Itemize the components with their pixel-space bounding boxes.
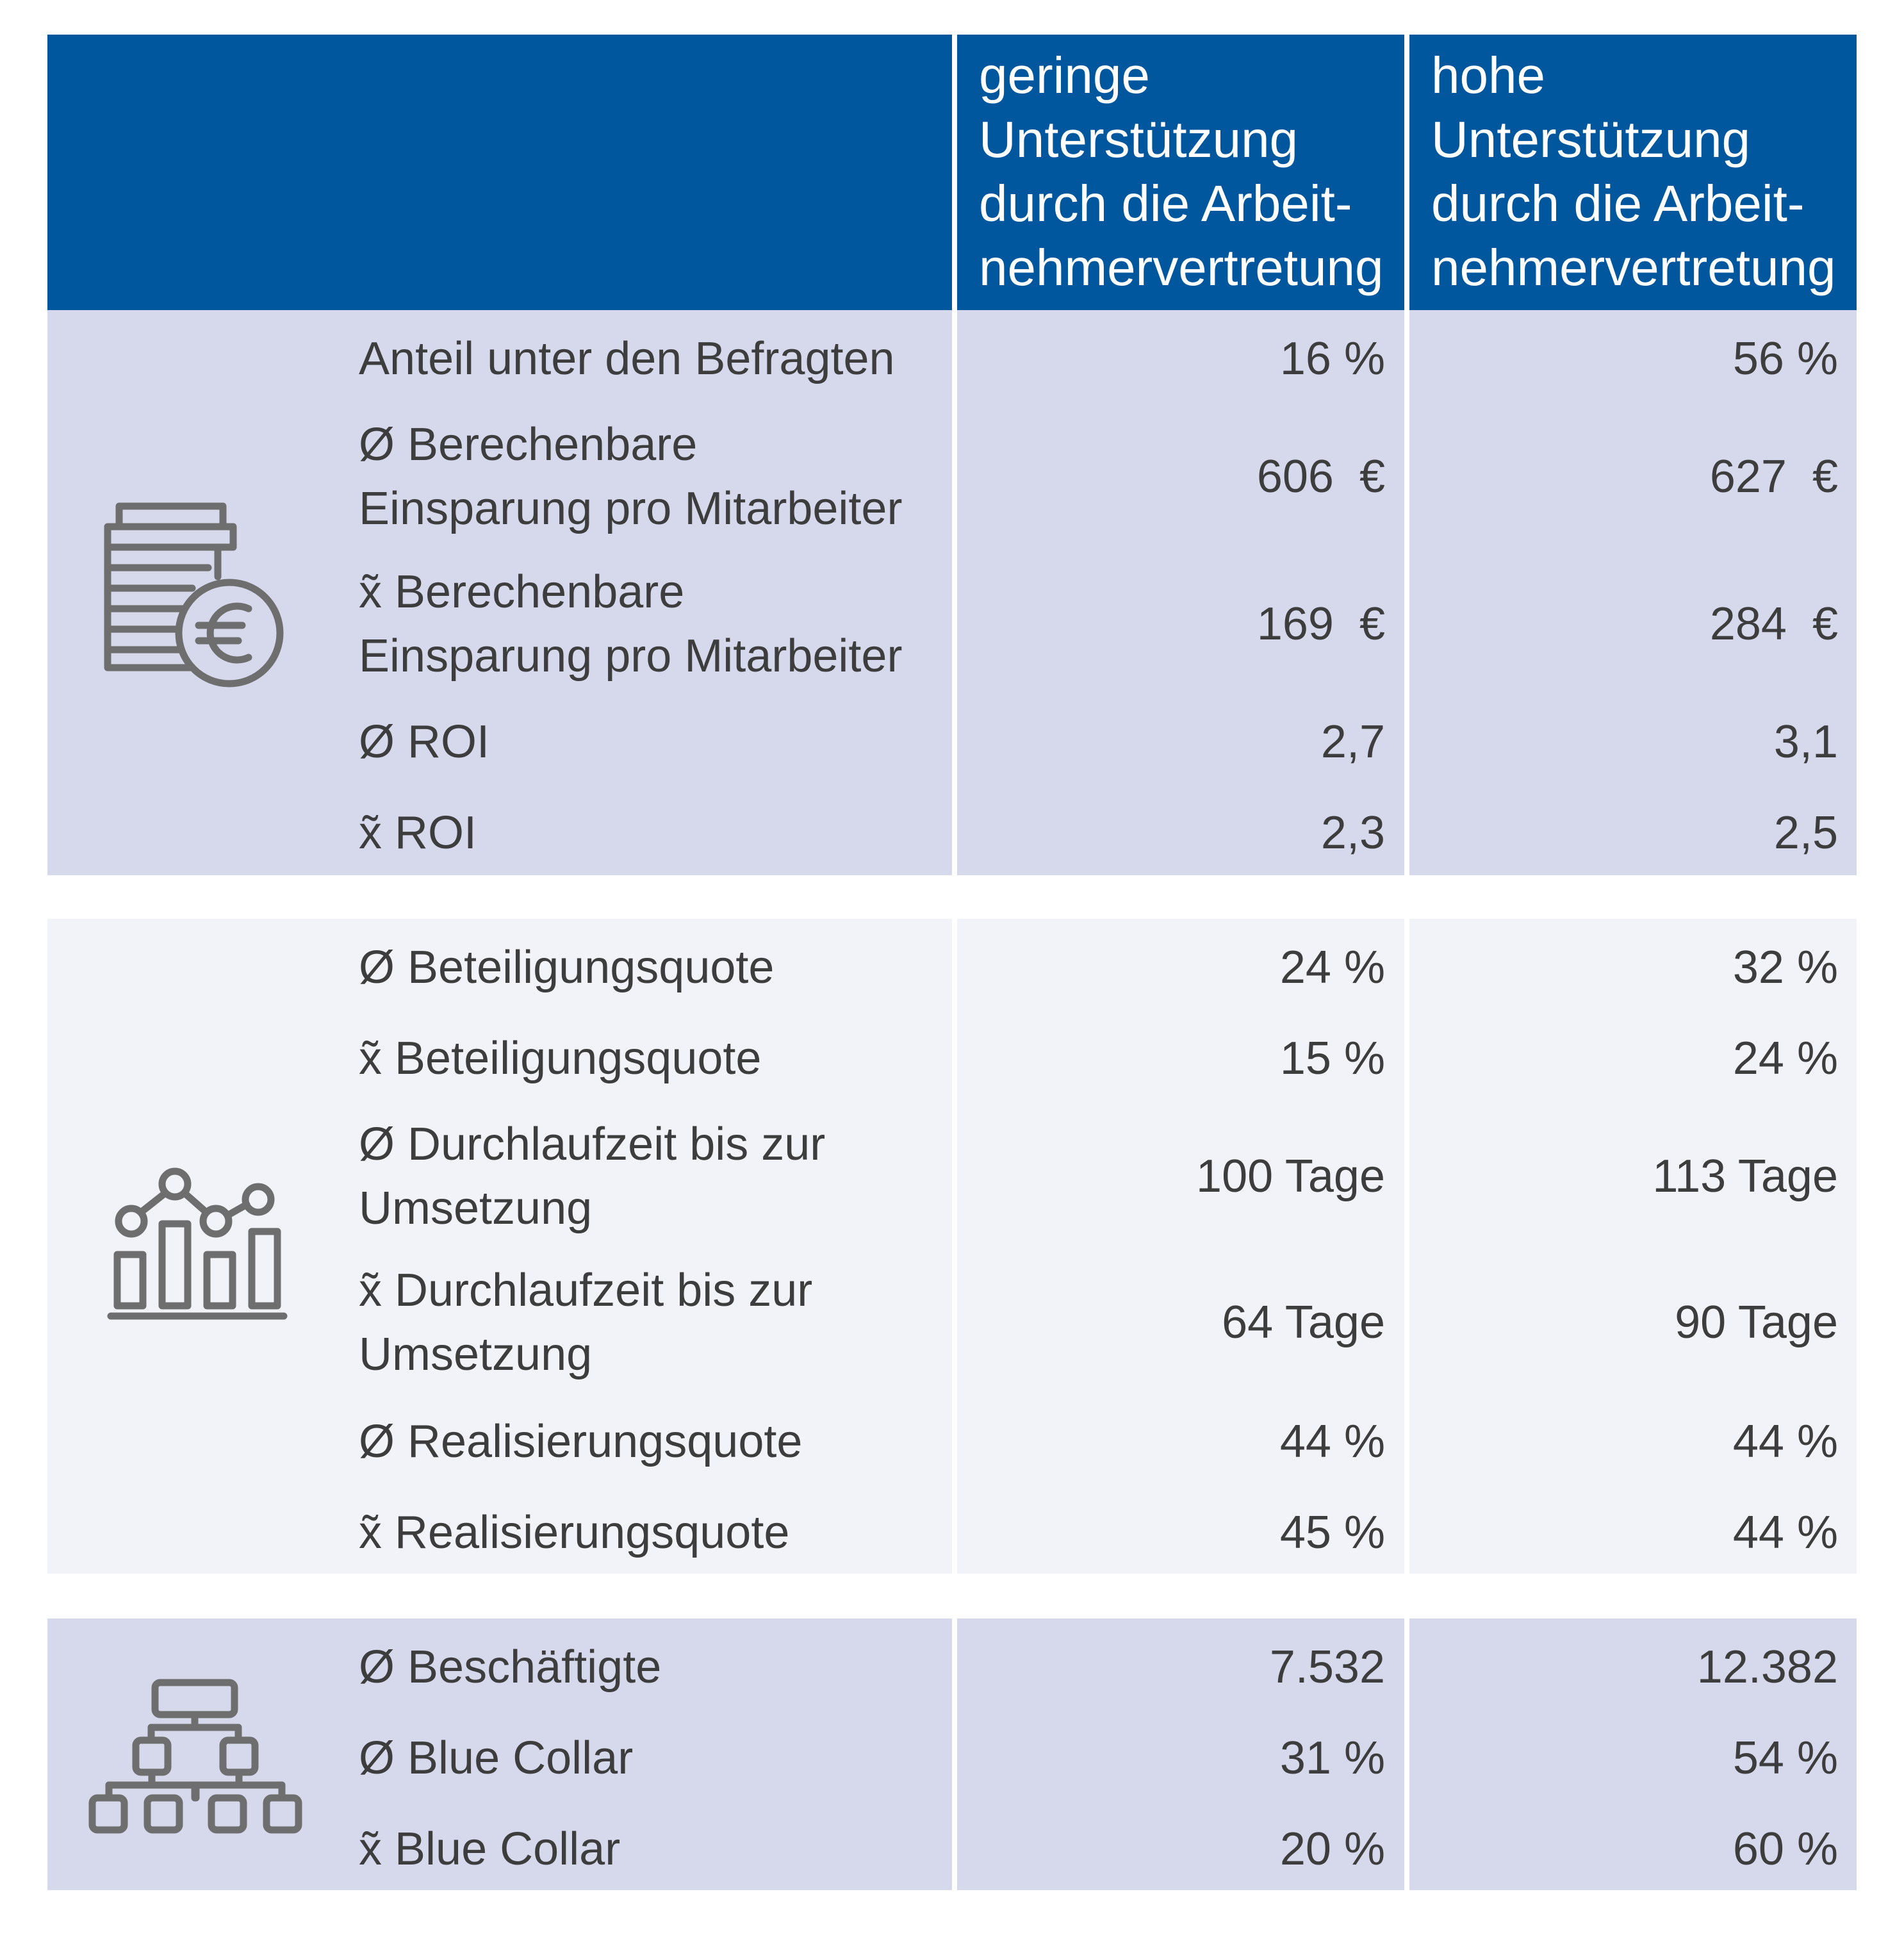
row-value-high: 44 % [1732, 1507, 1838, 1558]
row-label: Ø Beteiligungsquote [359, 942, 775, 993]
section-3-col-2 [1409, 1618, 1857, 1890]
row-label: Ø Realisierungsquote [359, 1416, 803, 1467]
row-label: x̃ Realisierungsquote [359, 1507, 790, 1558]
row-value-low: 16 % [1279, 333, 1385, 384]
row-value-low: 7.532 [1269, 1642, 1385, 1693]
section-2-label-cell [47, 919, 952, 1574]
row-value-high: 2,5 [1773, 807, 1838, 859]
row-value-high: 113 Tage [1652, 1151, 1838, 1202]
row-label: Ø ROI [359, 716, 490, 768]
row-value-low: 31 % [1279, 1733, 1385, 1784]
header-col-low-support-text: geringe Unterstützung durch die Arbeit- … [979, 47, 1384, 296]
row-value-high: 56 % [1732, 333, 1838, 384]
section-3-label-cell [47, 1618, 952, 1890]
row-value-low: 169 € [1256, 598, 1385, 650]
section-2-col-1 [957, 919, 1404, 1574]
row-value-high: 627 € [1709, 451, 1838, 502]
row-label: x̃ Beteiligungsquote [359, 1033, 762, 1084]
row-label: x̃ ROI [359, 807, 477, 859]
row-value-high: 24 % [1732, 1033, 1838, 1084]
row-value-high: 90 Tage [1675, 1297, 1838, 1348]
row-value-low: 100 Tage [1196, 1151, 1385, 1202]
row-value-high: 3,1 [1773, 716, 1838, 768]
row-value-low: 44 % [1279, 1416, 1385, 1467]
row-value-high: 12.382 [1696, 1642, 1838, 1693]
row-label: x̃ Blue Collar [359, 1824, 621, 1875]
bar-line-chart-icon [106, 1160, 291, 1326]
header-col-high-support: hohe Unterstützung durch die Arbeit- neh… [1409, 35, 1857, 310]
row-value-low: 15 % [1279, 1033, 1385, 1084]
row-value-high: 60 % [1732, 1824, 1838, 1875]
row-label: Ø Durchlaufzeit bis zur Umsetzung [359, 1119, 826, 1234]
row-label: Ø Berechenbare Einsparung pro Mitarbeite… [359, 419, 903, 534]
org-chart-icon [83, 1672, 308, 1845]
header-col-high-support-text: hohe Unterstützung durch die Arbeit- neh… [1431, 47, 1836, 296]
row-value-high: 54 % [1732, 1733, 1838, 1784]
row-label: Ø Beschäftigte [359, 1642, 662, 1693]
row-value-low: 64 Tage [1222, 1297, 1385, 1348]
row-label: Anteil unter den Befragten [359, 333, 895, 384]
section-2-col-2 [1409, 919, 1857, 1574]
row-label: Ø Blue Collar [359, 1733, 634, 1784]
row-value-low: 24 % [1279, 942, 1385, 993]
coins-euro-icon [103, 500, 295, 692]
row-value-low: 2,7 [1320, 716, 1385, 768]
row-value-low: 2,3 [1320, 807, 1385, 859]
section-1-col-1 [957, 310, 1404, 875]
row-value-low: 20 % [1279, 1824, 1385, 1875]
row-value-low: 606 € [1256, 451, 1385, 502]
header-col-low-support: geringe Unterstützung durch die Arbeit- … [957, 35, 1404, 310]
row-value-high: 32 % [1732, 942, 1838, 993]
row-value-high: 284 € [1709, 598, 1838, 650]
row-label: x̃ Durchlaufzeit bis zur Umsetzung [359, 1265, 813, 1380]
row-label: x̃ Berechenbare Einsparung pro Mitarbeit… [359, 566, 903, 682]
row-value-low: 45 % [1279, 1507, 1385, 1558]
section-3-col-1 [957, 1618, 1404, 1890]
header-empty-cell [47, 35, 952, 310]
section-1-col-2 [1409, 310, 1857, 875]
row-value-high: 44 % [1732, 1416, 1838, 1467]
